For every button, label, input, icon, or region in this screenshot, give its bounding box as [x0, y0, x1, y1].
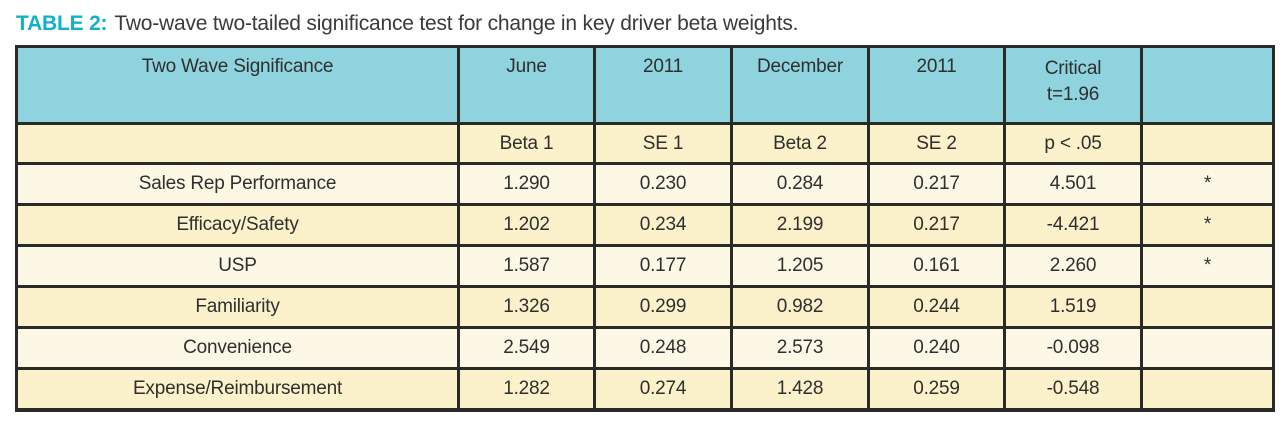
table-row-convenience: Convenience 2.549 0.248 2.573 0.240 -0.0…	[15, 326, 1275, 371]
table-caption-label: TABLE 2:	[16, 12, 108, 35]
header-june: June	[457, 45, 596, 126]
se1-value: 0.248	[593, 326, 733, 371]
significance-empty	[1140, 367, 1275, 412]
t-value: -0.548	[1003, 367, 1143, 412]
beta1-value: 1.326	[457, 285, 596, 330]
row-label: Convenience	[15, 326, 460, 371]
table-header-row-1: Two Wave Significance June 2011 December…	[15, 45, 1275, 126]
se2-value: 0.217	[867, 203, 1006, 248]
beta2-value: 1.428	[730, 367, 870, 412]
header-critical-t: Critical t=1.96	[1003, 45, 1143, 126]
table-header-row-2: Beta 1 SE 1 Beta 2 SE 2 p < .05	[15, 122, 1275, 166]
beta1-value: 1.282	[457, 367, 596, 412]
beta1-value: 1.290	[457, 162, 596, 207]
beta1-value: 2.549	[457, 326, 596, 371]
table-row-familiarity: Familiarity 1.326 0.299 0.982 0.244 1.51…	[15, 285, 1275, 330]
t-value: -4.421	[1003, 203, 1143, 248]
row-label: Expense/Reimbursement	[15, 367, 460, 412]
beta1-value: 1.587	[457, 244, 596, 289]
header-significance-flag	[1140, 45, 1275, 126]
subheader-se1: SE 1	[593, 122, 733, 166]
significance-asterisk: *	[1140, 244, 1275, 289]
se2-value: 0.240	[867, 326, 1006, 371]
header-december: December	[730, 45, 870, 126]
se2-value: 0.217	[867, 162, 1006, 207]
table-caption-text: Two-wave two-tailed significance test fo…	[114, 12, 799, 35]
se2-value: 0.259	[867, 367, 1006, 412]
significance-empty	[1140, 326, 1275, 371]
subheader-beta2: Beta 2	[730, 122, 870, 166]
t-value: 1.519	[1003, 285, 1143, 330]
beta2-value: 0.284	[730, 162, 870, 207]
beta2-value: 0.982	[730, 285, 870, 330]
se1-value: 0.177	[593, 244, 733, 289]
t-value: -0.098	[1003, 326, 1143, 371]
subheader-empty	[15, 122, 460, 166]
row-label: USP	[15, 244, 460, 289]
subheader-beta1: Beta 1	[457, 122, 596, 166]
se2-value: 0.161	[867, 244, 1006, 289]
subheader-se2: SE 2	[867, 122, 1006, 166]
header-critical-line2: t=1.96	[1046, 83, 1100, 105]
header-critical-line1: Critical	[1044, 58, 1102, 80]
significance-table: Two Wave Significance June 2011 December…	[15, 45, 1275, 413]
header-two-wave-significance: Two Wave Significance	[15, 45, 460, 126]
t-value: 4.501	[1003, 162, 1143, 207]
beta2-value: 2.573	[730, 326, 870, 371]
se1-value: 0.274	[593, 367, 733, 412]
beta2-value: 1.205	[730, 244, 870, 289]
table-row-usp: USP 1.587 0.177 1.205 0.161 2.260 *	[15, 244, 1275, 289]
se1-value: 0.230	[593, 162, 733, 207]
beta1-value: 1.202	[457, 203, 596, 248]
se1-value: 0.299	[593, 285, 733, 330]
page: TABLE 2: Two-wave two-tailed significance…	[15, 11, 1275, 413]
subheader-sig-empty	[1140, 122, 1275, 166]
header-year-2011-first: 2011	[593, 45, 733, 126]
table-caption: TABLE 2: Two-wave two-tailed significance…	[16, 11, 1273, 36]
subheader-p-value: p < .05	[1003, 122, 1143, 166]
table-row-expense-reimbursement: Expense/Reimbursement 1.282 0.274 1.428 …	[15, 367, 1275, 412]
header-year-2011-second: 2011	[867, 45, 1006, 126]
beta2-value: 2.199	[730, 203, 870, 248]
significance-asterisk: *	[1140, 203, 1275, 248]
table-row-sales-rep-performance: Sales Rep Performance 1.290 0.230 0.284 …	[15, 162, 1275, 207]
se1-value: 0.234	[593, 203, 733, 248]
row-label: Familiarity	[15, 285, 460, 330]
t-value: 2.260	[1003, 244, 1143, 289]
significance-empty	[1140, 285, 1275, 330]
table-row-efficacy-safety: Efficacy/Safety 1.202 0.234 2.199 0.217 …	[15, 203, 1275, 248]
row-label: Efficacy/Safety	[15, 203, 460, 248]
se2-value: 0.244	[867, 285, 1006, 330]
significance-asterisk: *	[1140, 162, 1275, 207]
row-label: Sales Rep Performance	[15, 162, 460, 207]
